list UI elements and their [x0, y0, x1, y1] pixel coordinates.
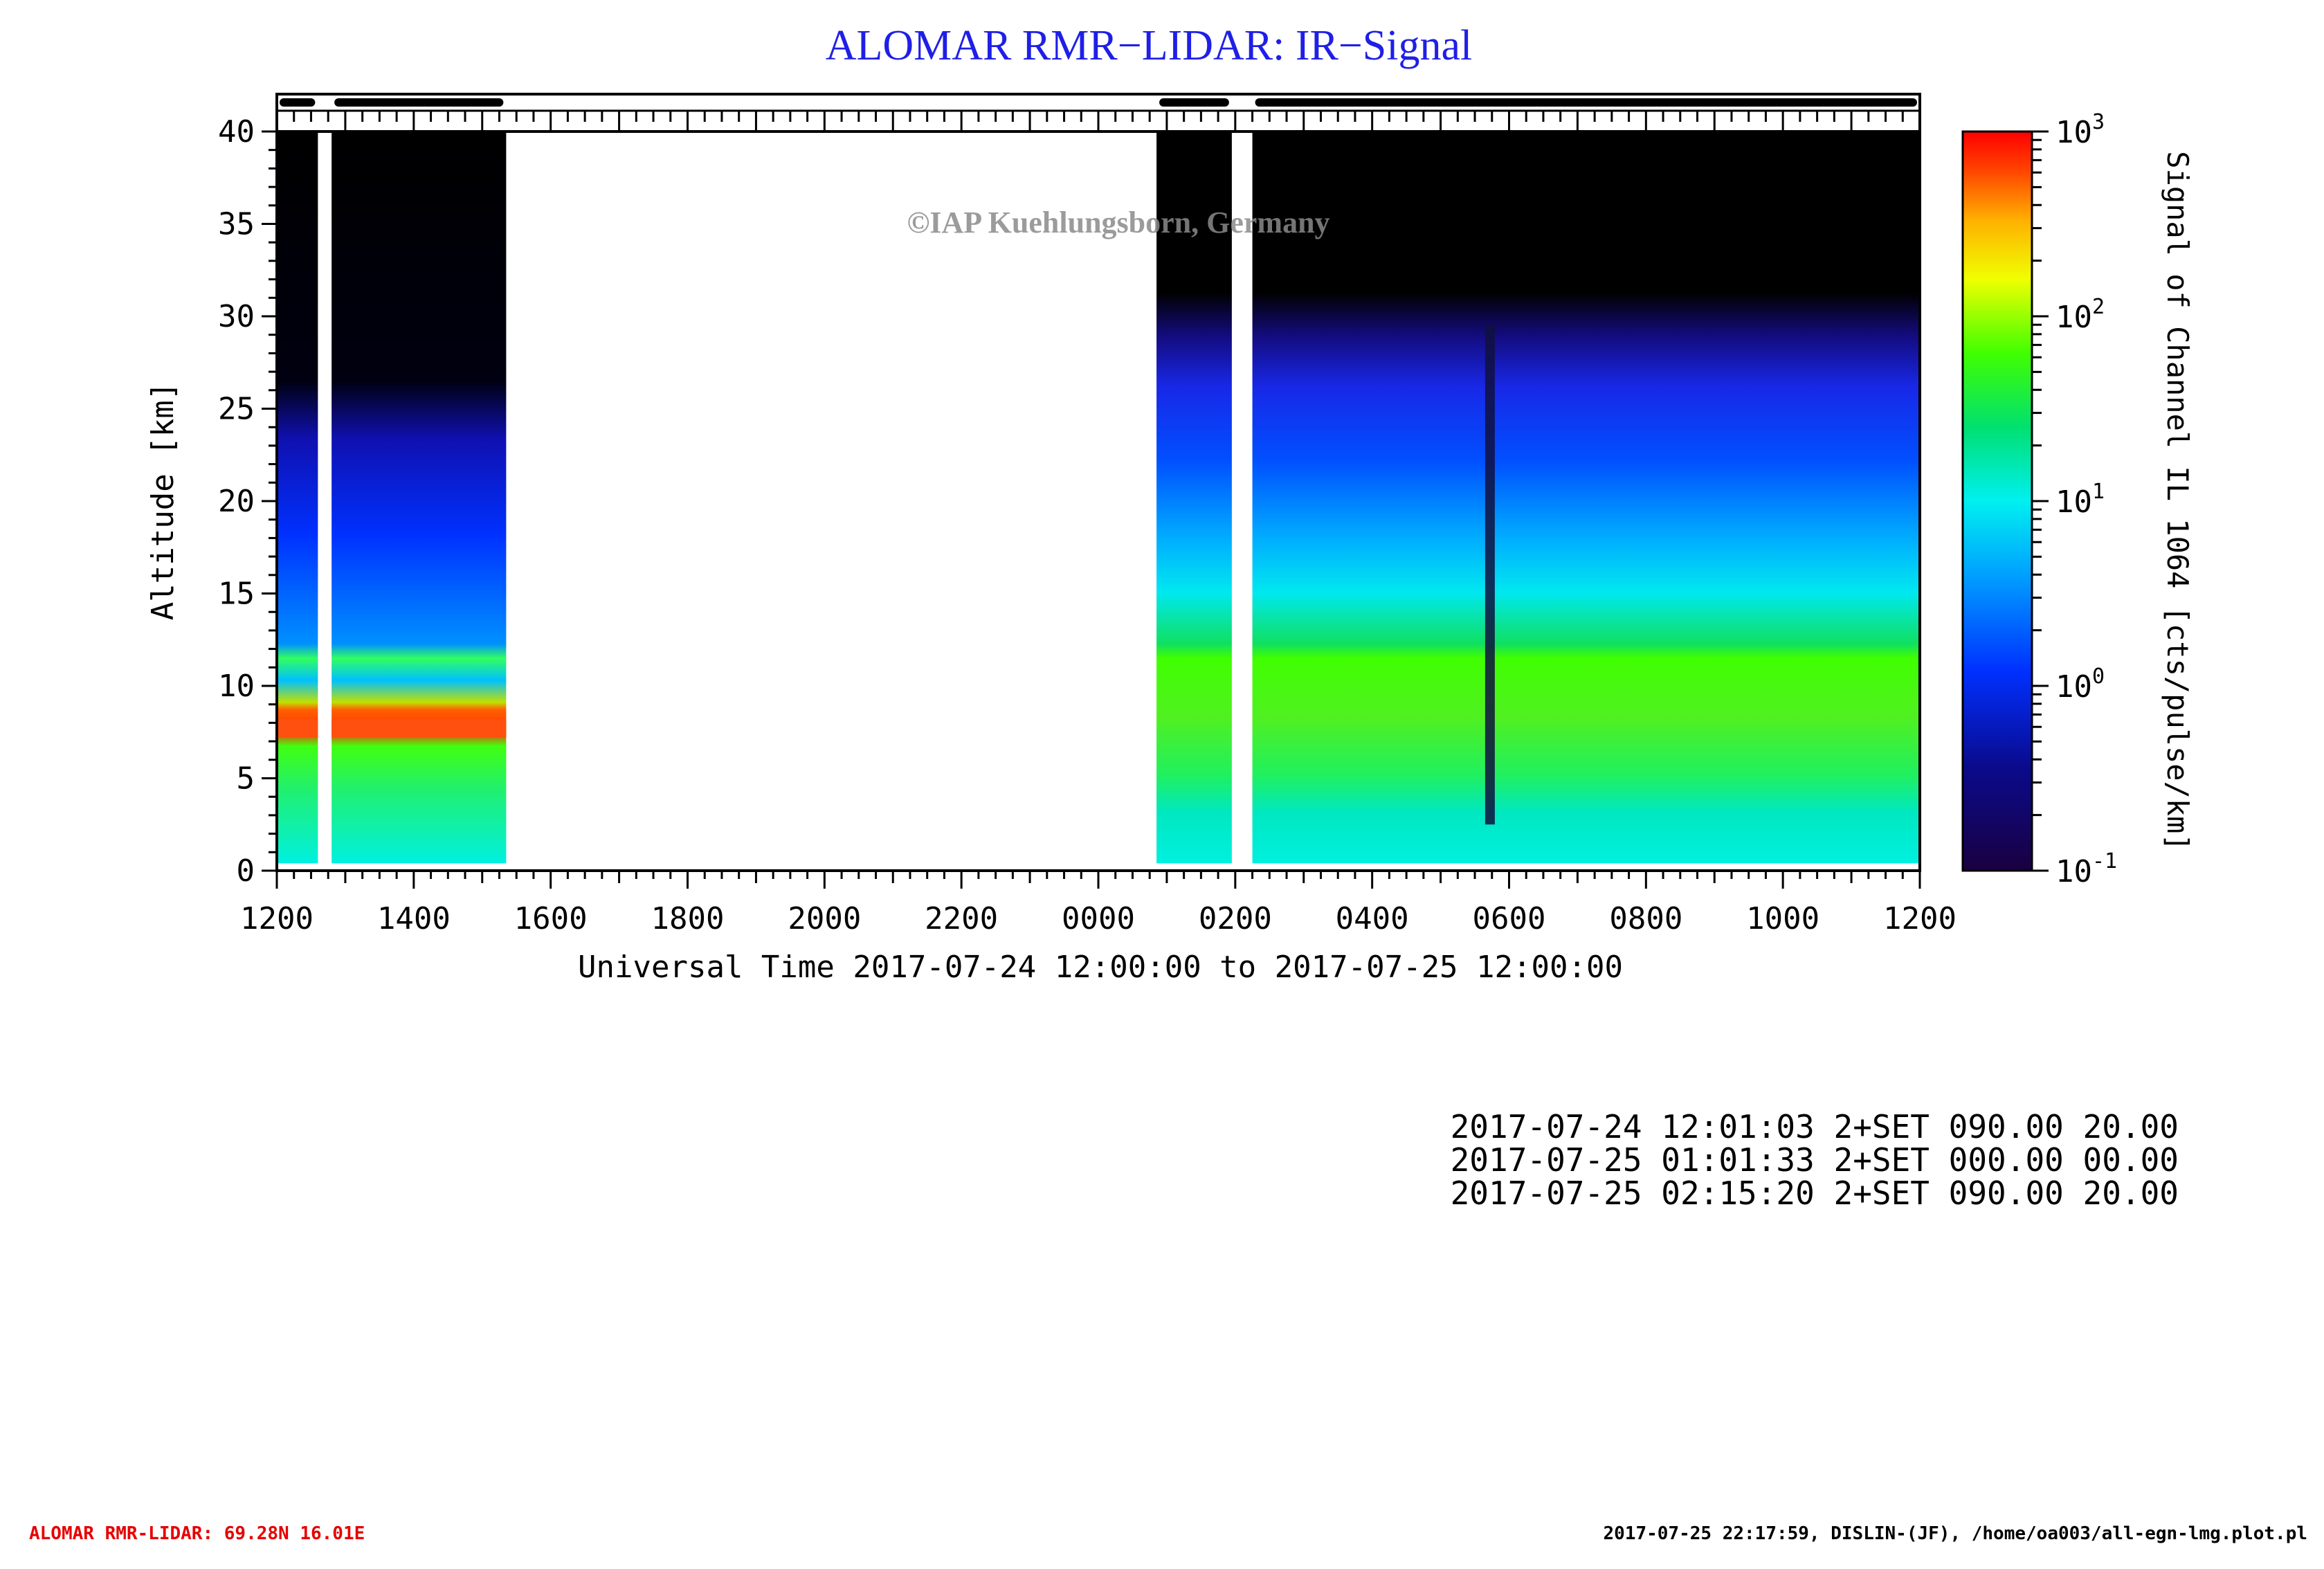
x-axis: 1200 1400 1600 1800 2000 2200 0000 0200 0400 0600…: [240, 871, 1957, 936]
watermark-text: ©IAP Kuehlungsborn, Germany: [907, 206, 1329, 239]
heatmap-period-column: [332, 131, 507, 864]
y-tick-label: 20: [218, 484, 255, 519]
x-tick-label: 2200: [925, 901, 998, 936]
colorbar-tick-exponent: 3: [2092, 110, 2105, 134]
y-tick-label: 40: [218, 114, 255, 149]
colorbar-tick-label: 10-1: [2055, 849, 2117, 889]
colorbar-tick-base: 10: [2055, 115, 2092, 150]
heatmap-signal-dropout: [1485, 325, 1495, 825]
x-tick-label: 0000: [1062, 901, 1135, 936]
colorbar-tick-exponent: 2: [2092, 295, 2105, 319]
colorbar-tick-base: 10: [2055, 854, 2092, 889]
x-tick-label: 1200: [1883, 901, 1957, 936]
heatmap-cloud-layer: [277, 719, 318, 738]
colorbar-tick-base: 10: [2055, 300, 2092, 335]
footer-plot-info: 2017-07-25 22:17:59, DISLIN-(JF), /home/…: [1604, 1523, 2307, 1544]
colorbar-tick-label: 100: [2055, 664, 2105, 705]
heatmap-layer: [277, 131, 1920, 864]
chart-title: ALOMAR RMR−LIDAR: IR−Signal: [826, 22, 1473, 69]
x-tick-label: 0800: [1609, 901, 1682, 936]
status-line: 2017-07-25 02:15:20 2+SET 090.00 20.00: [1451, 1175, 2179, 1212]
colorbar-tick-exponent: 0: [2092, 664, 2105, 689]
y-tick-label: 0: [237, 853, 255, 889]
y-tick-label: 25: [218, 392, 255, 427]
heatmap-period-column: [277, 131, 318, 864]
colorbar: [1961, 130, 2033, 872]
colorbar-tick-base: 10: [2055, 669, 2092, 705]
y-tick-label: 15: [218, 577, 255, 612]
x-tick-label: 1000: [1746, 901, 1819, 936]
x-tick-label: 1400: [377, 901, 451, 936]
colorbar-tick-exponent: 1: [2092, 480, 2105, 504]
y-tick-label: 35: [218, 207, 255, 242]
x-tick-label: 1600: [514, 901, 588, 936]
measurement-period-bar: [334, 98, 504, 107]
x-tick-label: 1800: [651, 901, 725, 936]
heatmap-cloud-layer: [332, 719, 507, 738]
x-tick-label: 0200: [1199, 901, 1272, 936]
y-axis-label: Altitude [km]: [145, 382, 181, 620]
x-axis-label: Universal Time 2017-07-24 12:00:00 to 20…: [578, 950, 1623, 985]
status-block: 2017-07-24 12:01:03 2+SET 090.00 20.00 2…: [1451, 1108, 2179, 1212]
y-tick-label: 5: [237, 761, 255, 797]
x-tick-label: 0400: [1336, 901, 1409, 936]
status-line: 2017-07-24 12:01:03 2+SET 090.00 20.00: [1451, 1108, 2179, 1145]
colorbar-tick-label: 102: [2055, 295, 2105, 335]
y-tick-label: 30: [218, 299, 255, 334]
heatmap-period-column: [1252, 131, 1920, 864]
colorbar-tick-exponent: -1: [2092, 849, 2117, 873]
measurement-period-bar: [1159, 98, 1229, 107]
measurement-period-bar: [1255, 98, 1917, 107]
y-tick-label: 10: [218, 669, 255, 704]
measurement-period-bar: [280, 98, 316, 107]
measurement-period-bars: [280, 98, 1917, 107]
y-axis: 0 5 10 15 20 25 30 35 40: [218, 114, 277, 889]
status-line: 2017-07-25 01:01:33 2+SET 000.00 00.00: [1451, 1141, 2179, 1179]
footer-station: ALOMAR RMR-LIDAR: 69.28N 16.01E: [29, 1523, 365, 1544]
x-tick-label: 0600: [1473, 901, 1546, 936]
colorbar-label: Signal of Channel IL 1064 [cts/pulse/km]: [2161, 151, 2195, 851]
colorbar-tick-label: 101: [2055, 480, 2105, 520]
x-tick-label: 1200: [240, 901, 314, 936]
colorbar-tick-label: 103: [2055, 110, 2105, 150]
heatmap-period-column: [1156, 131, 1232, 864]
x-tick-label: 2000: [788, 901, 861, 936]
colorbar-tick-base: 10: [2055, 484, 2092, 520]
period-strip-ticks: [275, 111, 1921, 131]
